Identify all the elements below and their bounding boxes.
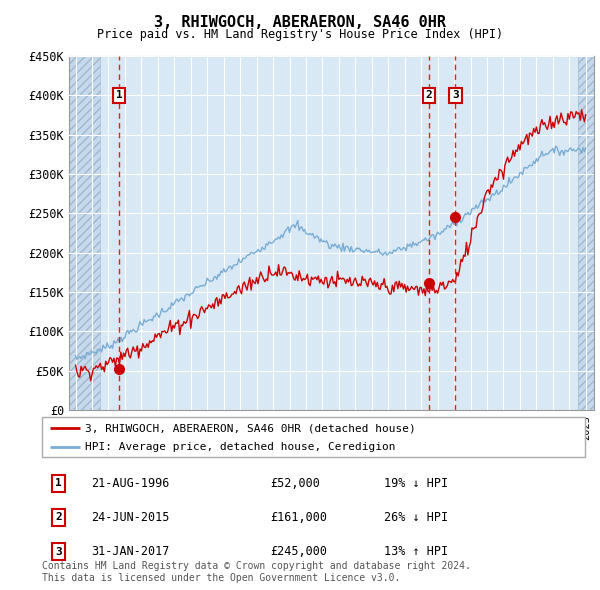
Text: 3: 3 <box>452 90 459 100</box>
Text: 1: 1 <box>55 478 62 488</box>
Text: 31-JAN-2017: 31-JAN-2017 <box>91 545 169 558</box>
Text: 26% ↓ HPI: 26% ↓ HPI <box>384 511 448 524</box>
Text: £245,000: £245,000 <box>270 545 327 558</box>
Text: 24-JUN-2015: 24-JUN-2015 <box>91 511 169 524</box>
Text: 1: 1 <box>116 90 122 100</box>
Text: 13% ↑ HPI: 13% ↑ HPI <box>384 545 448 558</box>
Text: 2: 2 <box>426 90 433 100</box>
Bar <box>69 56 100 410</box>
Text: 19% ↓ HPI: 19% ↓ HPI <box>384 477 448 490</box>
Text: 2: 2 <box>55 513 62 522</box>
Text: £52,000: £52,000 <box>270 477 320 490</box>
Bar <box>578 56 594 410</box>
Text: £161,000: £161,000 <box>270 511 327 524</box>
Bar <box>578 56 594 410</box>
Text: Contains HM Land Registry data © Crown copyright and database right 2024.
This d: Contains HM Land Registry data © Crown c… <box>42 561 471 583</box>
Text: HPI: Average price, detached house, Ceredigion: HPI: Average price, detached house, Cere… <box>85 442 396 452</box>
Text: 3, RHIWGOCH, ABERAERON, SA46 0HR: 3, RHIWGOCH, ABERAERON, SA46 0HR <box>154 15 446 30</box>
Text: 21-AUG-1996: 21-AUG-1996 <box>91 477 169 490</box>
Text: 3: 3 <box>55 547 62 556</box>
Bar <box>69 56 100 410</box>
Text: Price paid vs. HM Land Registry's House Price Index (HPI): Price paid vs. HM Land Registry's House … <box>97 28 503 41</box>
Text: 3, RHIWGOCH, ABERAERON, SA46 0HR (detached house): 3, RHIWGOCH, ABERAERON, SA46 0HR (detach… <box>85 424 416 434</box>
FancyBboxPatch shape <box>42 417 585 457</box>
